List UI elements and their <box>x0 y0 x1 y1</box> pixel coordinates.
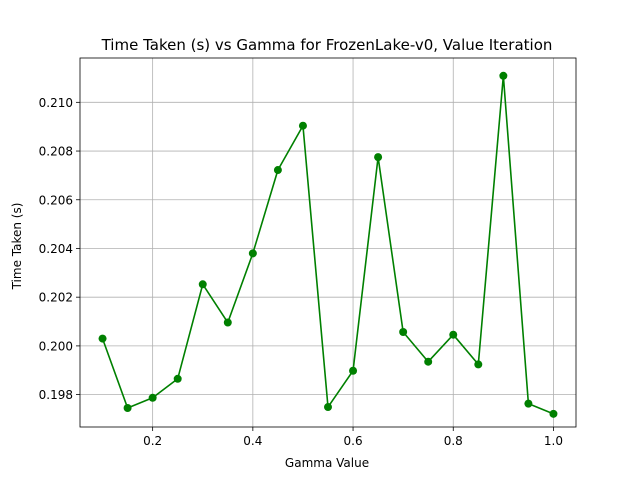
data-point <box>273 166 282 175</box>
plot-area-frame <box>79 57 577 428</box>
y-tick-label: 0.208 <box>39 145 73 159</box>
data-point <box>424 357 433 366</box>
data-point <box>399 328 408 337</box>
y-tick-label: 0.198 <box>39 388 73 402</box>
data-point <box>324 403 332 412</box>
x-tick-label: 0.4 <box>243 434 262 448</box>
data-point <box>223 318 232 327</box>
data-point <box>349 366 358 375</box>
axis-ticks: 0.2 0.4 0.6 0.8 1.0 0.198 0.200 0.202 0.204 0.206… <box>39 96 563 448</box>
y-tick-label: 0.204 <box>39 242 73 256</box>
data-point <box>499 71 508 80</box>
data-series <box>98 71 558 418</box>
y-tick-label: 0.210 <box>39 96 73 110</box>
data-point <box>198 280 207 289</box>
y-tick-label: 0.200 <box>39 339 73 353</box>
data-point <box>173 374 182 383</box>
data-point <box>549 409 558 418</box>
data-point <box>248 249 257 258</box>
data-point <box>98 334 107 343</box>
x-tick-label: 1.0 <box>544 434 563 448</box>
y-tick-label: 0.206 <box>39 193 73 207</box>
y-axis-label: Time Taken (s) <box>10 203 24 291</box>
data-point <box>524 399 533 408</box>
x-axis-label: Gamma Value <box>285 456 369 470</box>
x-tick-label: 0.6 <box>344 434 363 448</box>
data-point <box>298 121 307 130</box>
x-tick-label: 0.2 <box>143 434 162 448</box>
chart-title: Time Taken (s) vs Gamma for FrozenLake-v… <box>101 36 553 54</box>
data-point <box>123 404 132 412</box>
y-tick-label: 0.202 <box>39 291 73 305</box>
data-point <box>374 153 383 162</box>
x-tick-label: 0.8 <box>444 434 463 448</box>
data-point <box>449 330 458 339</box>
data-point <box>148 393 157 402</box>
data-point <box>474 360 483 369</box>
